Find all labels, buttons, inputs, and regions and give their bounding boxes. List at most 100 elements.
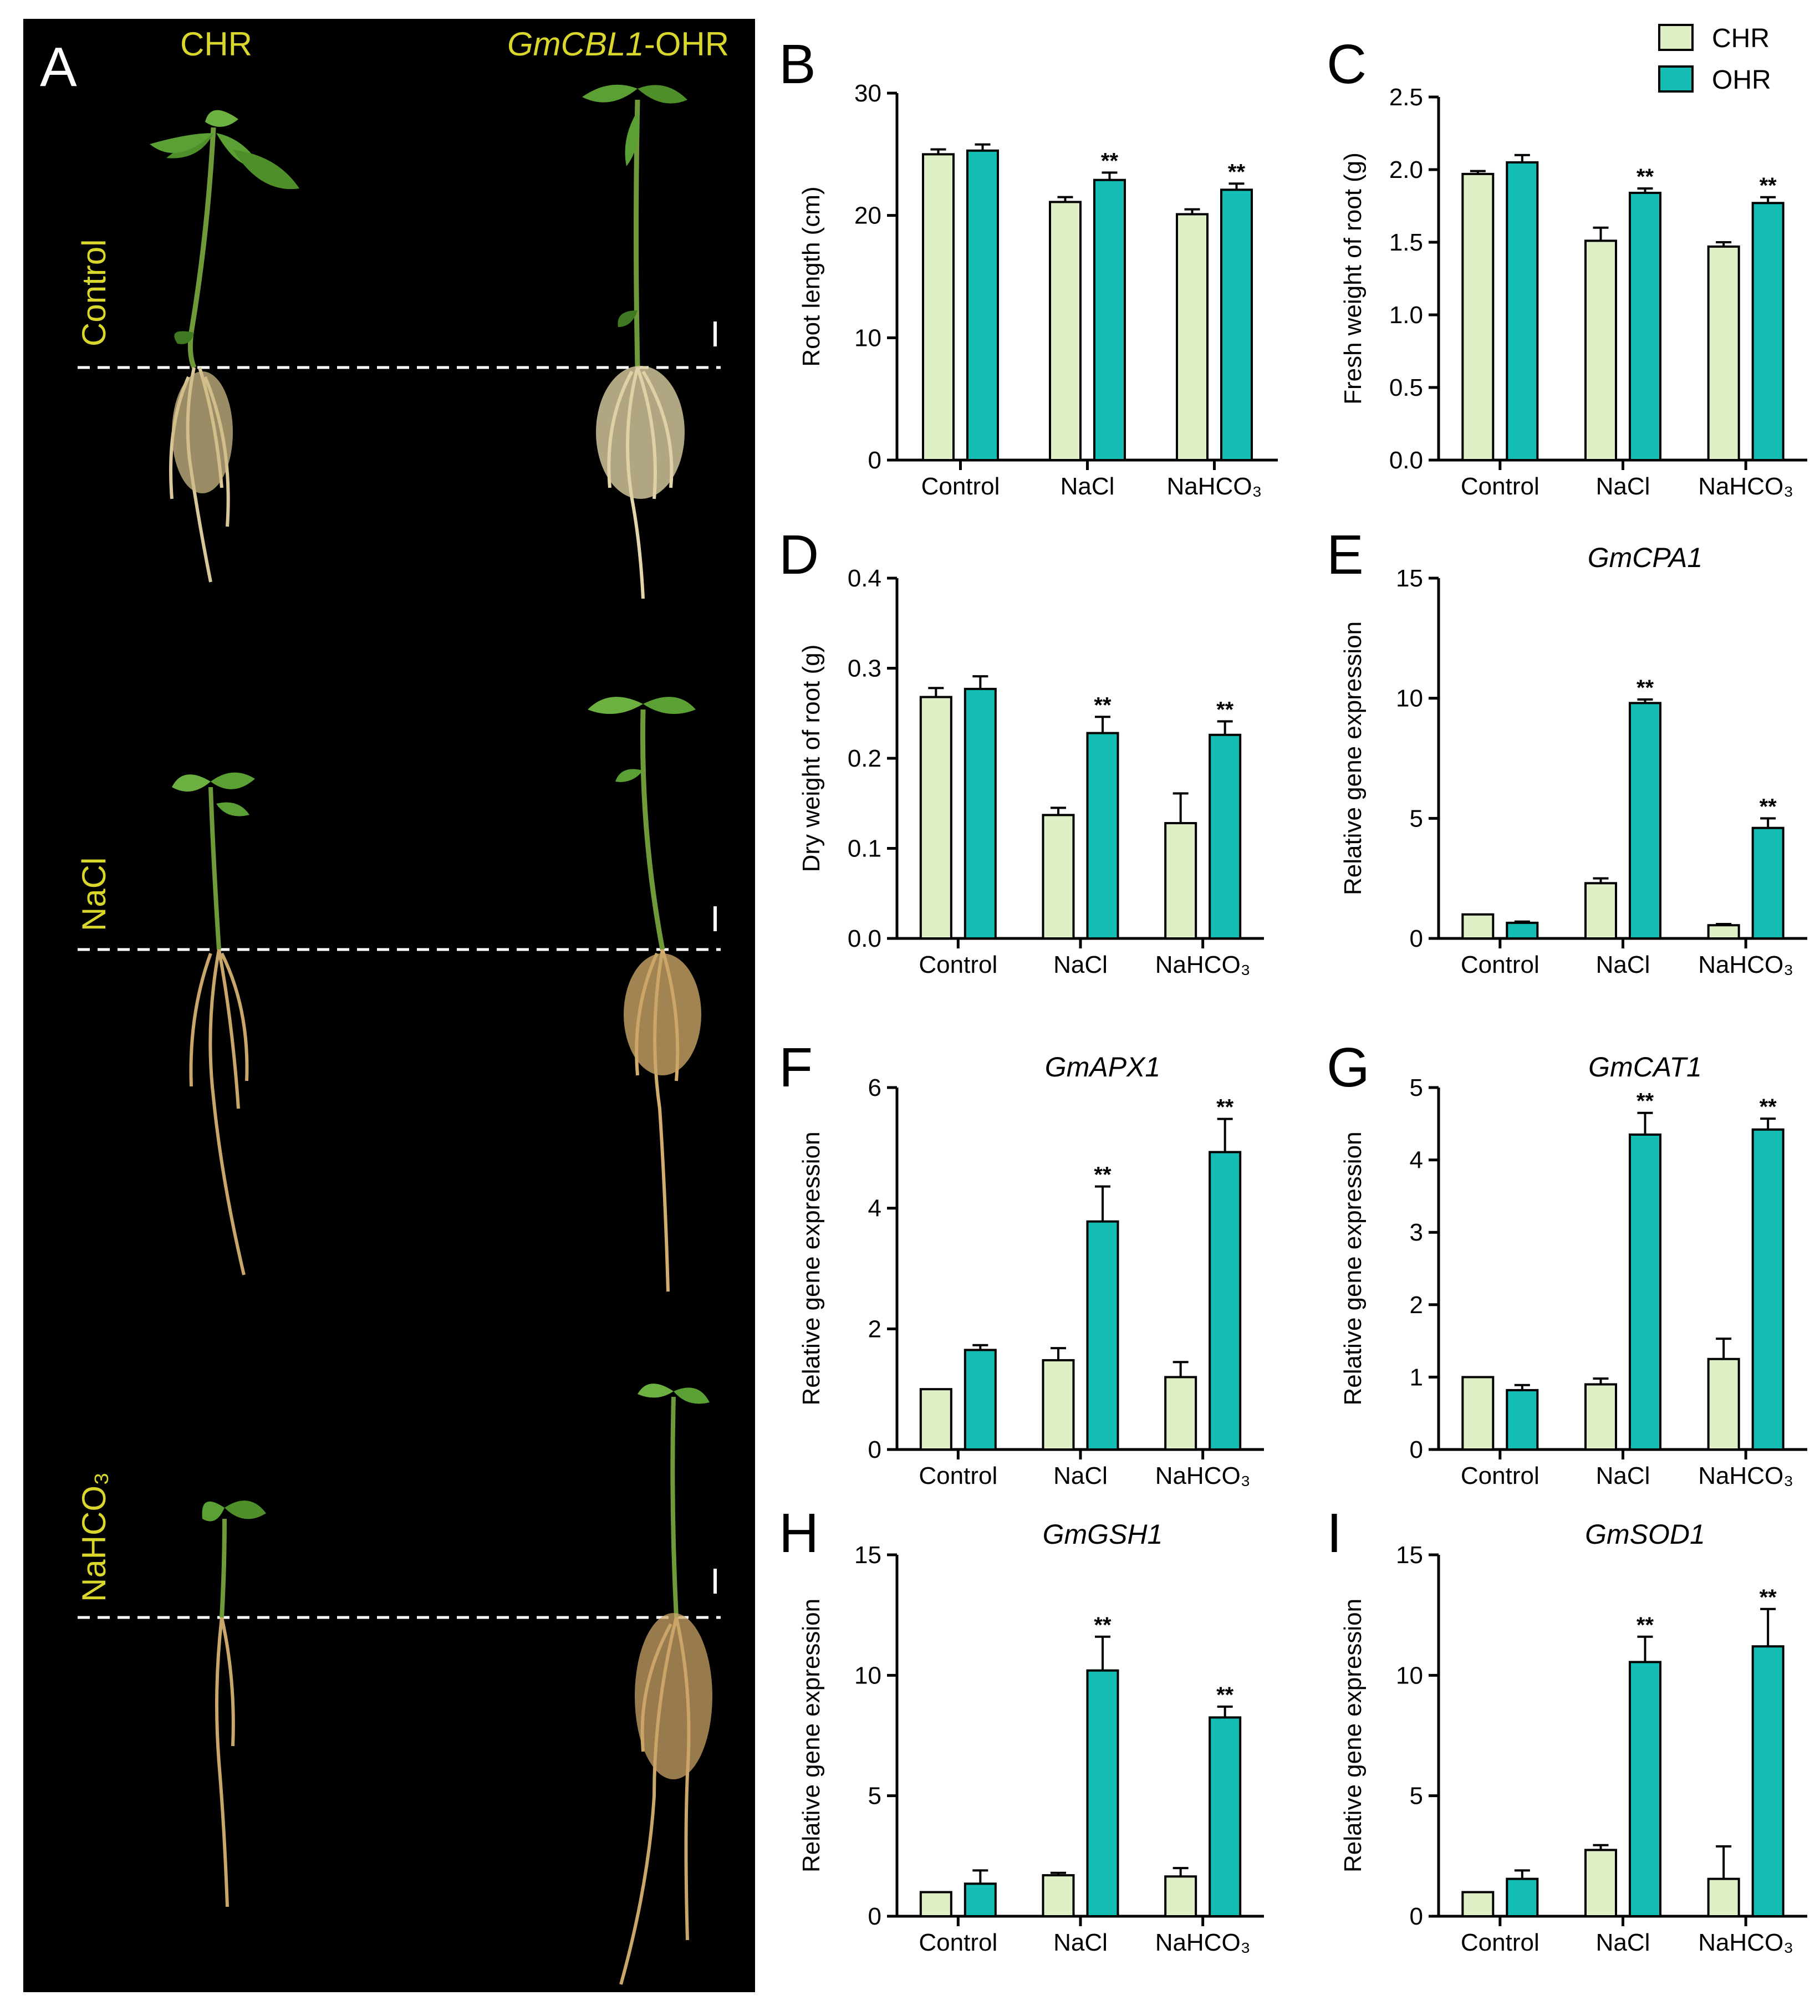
- y-tick-label: 2.5: [1389, 84, 1423, 111]
- bar-chr: [1584, 1383, 1617, 1451]
- bar-chr: [1164, 1875, 1197, 1918]
- x-tick-label: NaCl: [1596, 1929, 1650, 1956]
- x-tick-label: NaCl: [1053, 1462, 1108, 1489]
- y-tick-label: 5: [868, 1783, 881, 1810]
- bar-chr: [919, 1388, 952, 1451]
- bar-ohr: [1093, 178, 1126, 461]
- y-tick-label: 0: [1410, 1436, 1423, 1463]
- bar-ohr: [1751, 202, 1785, 461]
- y-tick-label: 20: [854, 202, 881, 229]
- bar-ohr: [1209, 1151, 1242, 1451]
- bar-chr: [1042, 814, 1075, 940]
- bar-ohr: [1220, 188, 1253, 461]
- chart-gmapx1: F GmAPX1 0 2 4 6 Relative gene expression Contr…: [779, 1037, 1264, 1489]
- y-tick-label: 30: [854, 80, 881, 107]
- x-tick-label: Control: [1461, 473, 1539, 500]
- bar-ohr: [1629, 191, 1661, 461]
- x-tick-label: NaHCO₃: [1698, 473, 1793, 500]
- y-axis-title: Relative gene expression: [798, 1131, 825, 1405]
- bar-chr: [1049, 201, 1082, 461]
- bar-chr: [1461, 172, 1495, 461]
- x-tick-label: NaHCO₃: [1155, 1929, 1251, 1956]
- legend-swatch-ohr: [1658, 65, 1694, 93]
- significance-label: **: [1637, 676, 1654, 700]
- legend-label-ohr: OHR: [1712, 65, 1771, 95]
- x-tick-label: Control: [919, 1929, 997, 1956]
- significance-label: **: [1637, 1613, 1654, 1637]
- x-tick-label: Control: [919, 1462, 997, 1489]
- significance-label: **: [1094, 1613, 1112, 1637]
- chart-title: GmAPX1: [1045, 1052, 1160, 1083]
- bar-chr: [1584, 239, 1617, 461]
- x-tick-label: Control: [1461, 1462, 1539, 1489]
- bar-chr: [1707, 924, 1740, 940]
- legend-swatch-chr: [1658, 24, 1694, 51]
- bar-ohr: [963, 1349, 997, 1451]
- x-tick-label: NaCl: [1596, 473, 1650, 500]
- bar-ohr: [1209, 1716, 1242, 1917]
- significance-label: **: [1216, 1683, 1234, 1707]
- y-tick-label: 4: [868, 1195, 881, 1222]
- y-tick-label: 15: [854, 1542, 881, 1569]
- bar-chr: [1176, 213, 1209, 461]
- legend: CHR OHR: [1658, 24, 1771, 95]
- y-tick-label: 2.0: [1389, 156, 1423, 183]
- bar-chr: [1707, 1357, 1740, 1451]
- legend-label-chr: CHR: [1712, 24, 1770, 53]
- y-tick-label: 5: [1410, 1074, 1423, 1101]
- bar-chr: [1461, 1376, 1495, 1451]
- bar-ohr: [1086, 732, 1119, 940]
- x-tick-label: NaCl: [1053, 951, 1108, 978]
- chart-title: GmCPA1: [1588, 542, 1702, 573]
- scale-bar-control: [713, 321, 717, 346]
- y-tick-label: 0: [868, 1903, 881, 1930]
- plant-nahco3-ohr: [619, 1384, 712, 1985]
- bar-chr: [1461, 1891, 1495, 1918]
- chart-gmcat1: G GmCAT1 0 1 2 3 4 5 Relative gene expression Con…: [1327, 1037, 1807, 1489]
- x-tick-label: NaHCO₃: [1167, 473, 1262, 500]
- significance-label: **: [1094, 693, 1112, 717]
- y-tick-label: 10: [1396, 685, 1423, 712]
- panel-letter: D: [779, 524, 819, 586]
- y-tick-label: 0: [1410, 925, 1423, 952]
- bar-chr: [1707, 1877, 1740, 1918]
- photo-col-label-gene: GmCBL1: [507, 25, 644, 63]
- chart-gmcpa1: E GmCPA1 0 5 10 15 Relative gene expression Con…: [1327, 524, 1807, 978]
- scale-bar-nacl: [713, 906, 717, 931]
- y-axis-title: Dry weight of root (g): [798, 645, 825, 872]
- y-tick-label: 2: [1410, 1292, 1423, 1319]
- y-tick-label: 5: [1410, 805, 1423, 832]
- x-tick-label: NaCl: [1053, 1929, 1108, 1956]
- y-axis-title: Relative gene expression: [1339, 1131, 1367, 1405]
- x-tick-label: Control: [1461, 1929, 1539, 1956]
- photo-col-label-ohr: GmCBL1-OHR: [507, 25, 729, 63]
- y-tick-label: 0: [1410, 1903, 1423, 1930]
- significance-label: **: [1216, 697, 1234, 722]
- y-tick-label: 4: [1410, 1147, 1423, 1174]
- bar-ohr: [1086, 1220, 1119, 1451]
- photo-col-label-chr: CHR: [180, 25, 252, 63]
- bar-chr: [919, 696, 952, 940]
- bar-ohr: [1751, 1128, 1785, 1451]
- bar-ohr: [963, 687, 997, 940]
- photo-row-label-control: Control: [75, 239, 113, 346]
- bar-ohr: [1209, 733, 1242, 940]
- y-tick-label: 0.2: [848, 745, 881, 772]
- bar-chr: [1461, 913, 1495, 940]
- bar-ohr: [1629, 1133, 1661, 1451]
- x-tick-label: Control: [921, 473, 1000, 500]
- bar-ohr: [1751, 826, 1785, 940]
- y-axis-title: Root length (cm): [798, 186, 825, 366]
- plant-nacl-ohr: [588, 697, 701, 1292]
- bar-chr: [919, 1891, 952, 1918]
- y-axis-title: Relative gene expression: [798, 1599, 825, 1872]
- photo-row-label-nacl: NaCl: [75, 858, 113, 931]
- y-tick-label: 15: [1396, 1542, 1423, 1569]
- bar-ohr: [1629, 1661, 1661, 1918]
- bar-chr: [1584, 882, 1617, 940]
- bar-chr: [1164, 1376, 1197, 1451]
- chart-title: GmSOD1: [1585, 1519, 1705, 1550]
- x-tick-label: NaHCO₃: [1698, 1929, 1793, 1956]
- chart-gmsod1: I GmSOD1 0 5 10 15 Relative gene expression Con…: [1327, 1502, 1807, 1956]
